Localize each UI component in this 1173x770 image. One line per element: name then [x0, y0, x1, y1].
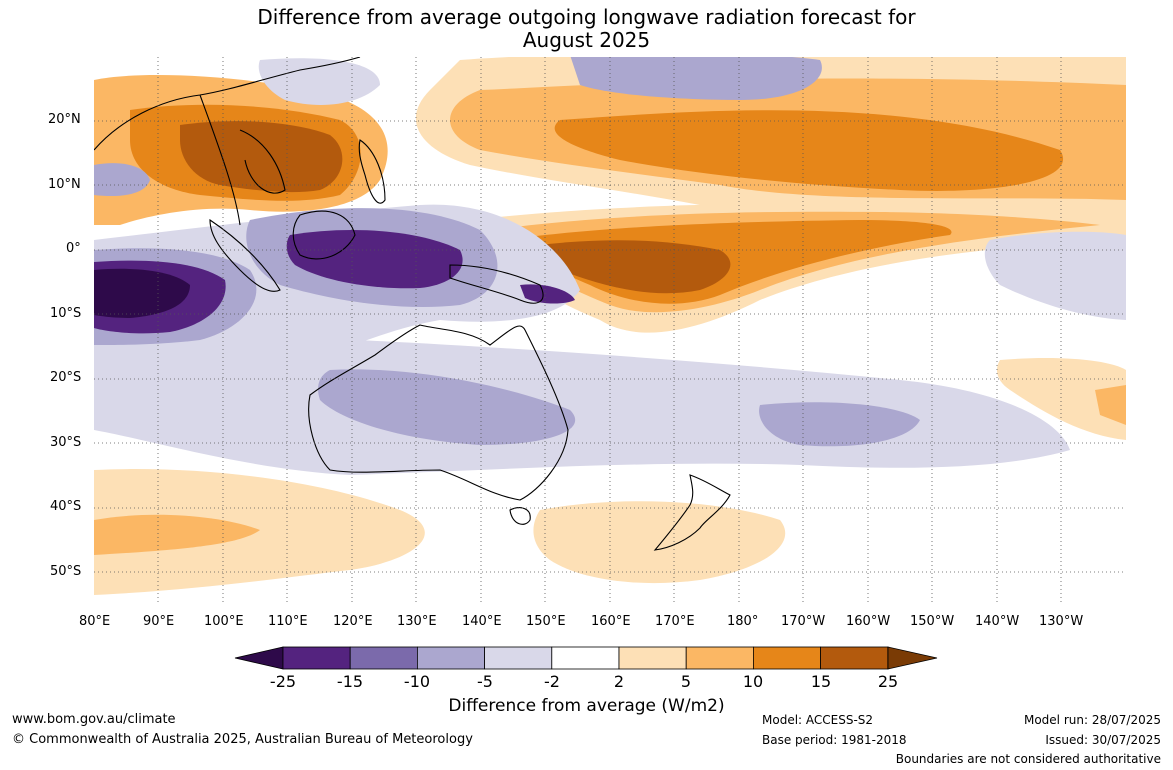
- colorbar-tick-label: -5: [477, 672, 493, 691]
- lat-label: 0°: [66, 241, 81, 256]
- base-period: Base period: 1981-2018: [762, 733, 907, 747]
- colorbar-min-arrow: [234, 646, 284, 670]
- map-title-line2: August 2025: [522, 28, 651, 52]
- colorbar-tick-label: 15: [810, 672, 832, 691]
- map-title-line1: Difference from average outgoing longwav…: [257, 5, 916, 29]
- lon-label: 150°E: [526, 614, 566, 629]
- colorbar-swatch: [820, 646, 889, 670]
- lon-label: 170°E: [655, 614, 695, 629]
- colorbar-max-arrow: [887, 646, 938, 670]
- colorbar-swatch: [618, 646, 687, 670]
- lon-label: 140°E: [462, 614, 502, 629]
- new-guinea-coastline: [449, 264, 544, 304]
- colorbar-title: Difference from average (W/m2): [448, 696, 725, 716]
- lat-label: 10°S: [50, 306, 82, 321]
- coastlines: [94, 57, 731, 551]
- lon-label: 100°E: [204, 614, 244, 629]
- sumatra-coastline: [209, 218, 281, 292]
- asia-mainland-coastline: [94, 57, 361, 226]
- colorbar-swatch: [685, 646, 754, 670]
- colorbar-tick-label: 5: [680, 672, 692, 691]
- australia-coastline: [308, 324, 569, 501]
- colorbar-swatch: [282, 646, 351, 670]
- lon-label: 90°E: [143, 614, 175, 629]
- colorbar-tick-label: 10: [742, 672, 764, 691]
- lat-label: 50°S: [50, 564, 82, 579]
- colorbar-tick-label: -2: [544, 672, 560, 691]
- model-run-date: Model run: 28/07/2025: [1023, 713, 1161, 727]
- lon-label: 110°E: [268, 614, 308, 629]
- lon-label: 130°E: [397, 614, 437, 629]
- issued-date: Issued: 30/07/2025: [1045, 733, 1161, 747]
- colorbar-swatch: [551, 646, 620, 670]
- model-name: Model: ACCESS-S2: [762, 713, 874, 727]
- lon-label: 150°W: [910, 614, 955, 629]
- lon-label: 170°W: [781, 614, 826, 629]
- colorbar-swatch: [416, 646, 485, 670]
- boundary-disclaimer: Boundaries are not considered authoritat…: [895, 752, 1161, 766]
- lon-label: 120°E: [333, 614, 373, 629]
- negative-anomaly-regions: [94, 57, 1126, 475]
- colorbar-tick-label: -10: [403, 672, 431, 691]
- lat-label: 20°N: [48, 112, 81, 127]
- lon-label: 130°W: [1039, 614, 1084, 629]
- new-zealand-coastline: [653, 474, 731, 551]
- lon-label: 140°W: [975, 614, 1020, 629]
- map-plot-area: [94, 57, 1126, 604]
- colorbar-tick-label: -15: [336, 672, 364, 691]
- graticule: [94, 57, 1126, 604]
- lon-label: 80°E: [79, 614, 111, 629]
- colorbar-swatch: [753, 646, 822, 670]
- philippines-coastline: [358, 139, 386, 204]
- positive-anomaly-regions: [94, 57, 1126, 595]
- colorbar-swatch: [484, 646, 553, 670]
- colorbar-swatch: [349, 646, 418, 670]
- lat-label: 10°N: [48, 177, 81, 192]
- lon-label: 160°W: [846, 614, 891, 629]
- colorbar: [234, 646, 938, 670]
- borneo-coastline: [292, 210, 356, 260]
- copyright-text: © Commonwealth of Australia 2025, Austra…: [12, 732, 473, 747]
- lon-label: 160°E: [591, 614, 631, 629]
- lat-label: 40°S: [50, 499, 82, 514]
- colorbar-tick-label: 25: [877, 672, 899, 691]
- source-url: www.bom.gov.au/climate: [12, 712, 176, 727]
- colorbar-tick-label: -25: [269, 672, 297, 691]
- colorbar-tick-label: 2: [613, 672, 625, 691]
- lat-label: 30°S: [50, 435, 82, 450]
- lat-label: 20°S: [50, 370, 82, 385]
- lon-label: 180°: [727, 614, 759, 629]
